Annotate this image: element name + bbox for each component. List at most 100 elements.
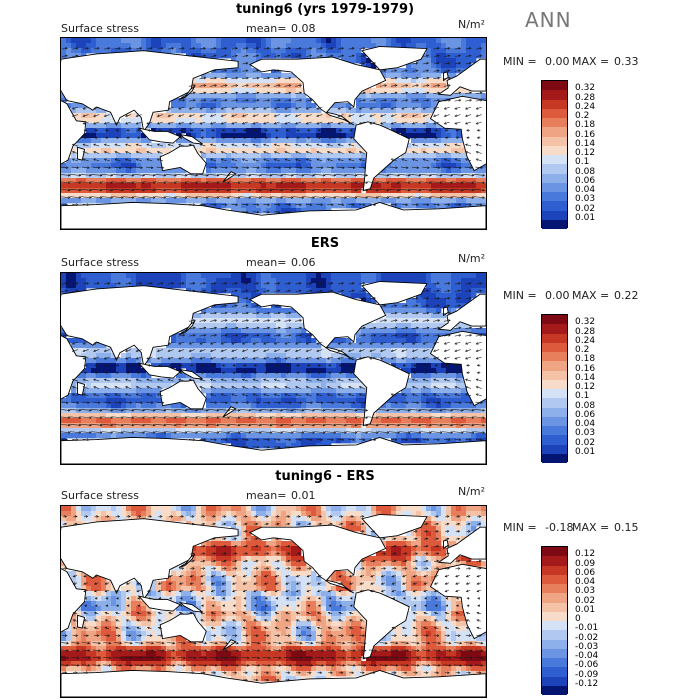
colorbar-tick-label: 0.02 bbox=[575, 437, 596, 448]
coastlines bbox=[61, 514, 486, 697]
colorbar-tick-label: 0.18 bbox=[575, 120, 596, 131]
colorbar-segment bbox=[542, 370, 567, 380]
colorbar-tick-label: 0.06 bbox=[575, 175, 596, 186]
colorbar-segment bbox=[542, 602, 567, 612]
colorbar-tick-label: 0.06 bbox=[575, 567, 596, 578]
coastlines bbox=[61, 281, 486, 464]
landmass bbox=[437, 293, 486, 331]
landmass bbox=[429, 563, 486, 640]
colorbar-tick-label: -0.09 bbox=[575, 669, 599, 680]
panel-1-min-value: 0.00 bbox=[545, 55, 570, 68]
panel-1-mean-value: 0.08 bbox=[291, 22, 316, 35]
landmass bbox=[353, 589, 410, 660]
panel-3-max-label: MAX = bbox=[572, 521, 610, 534]
colorbar-segment bbox=[542, 398, 567, 408]
colorbar-segment bbox=[542, 630, 567, 640]
colorbar-tick-label: -0.02 bbox=[575, 632, 599, 643]
panel-1-min-label: MIN = bbox=[503, 55, 537, 68]
landmass bbox=[159, 612, 207, 643]
landmass bbox=[137, 362, 182, 379]
colorbar-segment bbox=[542, 352, 567, 362]
colorbar-tick-label: 0.12 bbox=[575, 382, 596, 392]
colorbar-tick-label: 0.32 bbox=[575, 83, 596, 94]
landmass bbox=[178, 320, 196, 335]
colorbar-segment bbox=[542, 145, 567, 155]
landmass bbox=[159, 379, 207, 410]
landmass bbox=[77, 381, 86, 396]
colorbar-tick-label: 0.04 bbox=[575, 577, 596, 587]
panel-2-colorbar-ticks: 0.32 0.28 0.24 0.2 0.18 0.16 0.14 0.12 0.1 0.08 0.… bbox=[575, 314, 635, 462]
colorbar-tick-label: 0 bbox=[575, 614, 581, 624]
colorbar-segment bbox=[542, 444, 567, 454]
panel-2-max-label: MAX = bbox=[572, 289, 610, 302]
panel-3-title: tuning6 - ERS bbox=[275, 469, 375, 484]
landmass bbox=[61, 670, 486, 697]
colorbar-segment bbox=[542, 108, 567, 118]
panel-1-variable: Surface stress bbox=[61, 22, 139, 35]
landmass bbox=[137, 127, 182, 144]
panel-2-units: N/m² bbox=[458, 252, 486, 265]
panel-3-colorbar bbox=[541, 546, 568, 695]
landmass bbox=[248, 524, 387, 594]
colorbar-tick-label: -0.01 bbox=[575, 623, 599, 634]
landmass bbox=[361, 514, 428, 539]
landmass bbox=[159, 144, 207, 175]
landmass bbox=[361, 46, 428, 71]
colorbar-tick-label: 0.2 bbox=[575, 111, 590, 121]
panel-1-max-label: MAX = bbox=[572, 55, 610, 68]
colorbar-segment bbox=[542, 676, 567, 686]
landmass bbox=[429, 330, 486, 407]
colorbar-segment bbox=[542, 547, 567, 557]
colorbar-segment bbox=[542, 333, 567, 343]
panel-2-map bbox=[60, 272, 487, 465]
colorbar-tick-label: 0.06 bbox=[575, 409, 596, 420]
colorbar-tick-label: 0.14 bbox=[575, 372, 596, 383]
colorbar-segment bbox=[542, 192, 567, 202]
landmass bbox=[61, 285, 239, 368]
colorbar-segment bbox=[542, 658, 567, 668]
colorbar-tick-label: 0.16 bbox=[575, 363, 596, 374]
colorbar-segment bbox=[542, 342, 567, 352]
colorbar-segment bbox=[542, 639, 567, 649]
colorbar-tick-label: -0.06 bbox=[575, 660, 599, 671]
colorbar-segment bbox=[542, 201, 567, 211]
colorbar-tick-label: 0.1 bbox=[575, 391, 590, 402]
colorbar-tick-label: 0.1 bbox=[575, 157, 590, 168]
panel-3-variable: Surface stress bbox=[61, 489, 139, 502]
landmass bbox=[61, 202, 486, 229]
colorbar-segment bbox=[542, 155, 567, 165]
landmass bbox=[443, 71, 449, 82]
colorbar-tick-label: -0.03 bbox=[575, 641, 599, 652]
landmass bbox=[61, 437, 486, 464]
landmass bbox=[248, 291, 387, 361]
colorbar-segment bbox=[542, 81, 567, 91]
colorbar-segment bbox=[542, 565, 567, 575]
landmass bbox=[178, 133, 203, 145]
colorbar-tick-label: 0.03 bbox=[575, 194, 596, 205]
colorbar-segment bbox=[542, 182, 567, 192]
colorbar-tick-label: 0.04 bbox=[575, 419, 596, 429]
colorbar-segment bbox=[542, 210, 567, 220]
coastlines bbox=[61, 46, 486, 229]
panel-3-min-label: MIN = bbox=[503, 521, 537, 534]
colorbar-segment bbox=[542, 556, 567, 566]
colorbar-segment bbox=[542, 407, 567, 417]
panel-2-title: ERS bbox=[310, 236, 340, 251]
panel-2-mean-label: mean= bbox=[246, 256, 287, 269]
landmass bbox=[137, 595, 182, 612]
panel-1-mean-label: mean= bbox=[246, 22, 287, 35]
colorbar-segment bbox=[542, 426, 567, 436]
wind-vectors bbox=[61, 47, 486, 214]
panel-3-map bbox=[60, 505, 487, 698]
panel-1-colorbar bbox=[541, 80, 568, 229]
field-cells bbox=[61, 273, 486, 464]
colorbar-tick-label: 0.24 bbox=[575, 335, 596, 346]
colorbar-tick-label: 0.01 bbox=[575, 446, 596, 457]
colorbar-segment bbox=[542, 648, 567, 658]
colorbar-tick-label: 0.28 bbox=[575, 326, 596, 337]
panel-3-units: N/m² bbox=[458, 485, 486, 498]
colorbar-tick-label: 0.16 bbox=[575, 129, 596, 140]
landmass bbox=[437, 58, 486, 96]
colorbar-tick-label: 0.08 bbox=[575, 400, 596, 411]
panel-3-map-svg bbox=[61, 506, 486, 697]
